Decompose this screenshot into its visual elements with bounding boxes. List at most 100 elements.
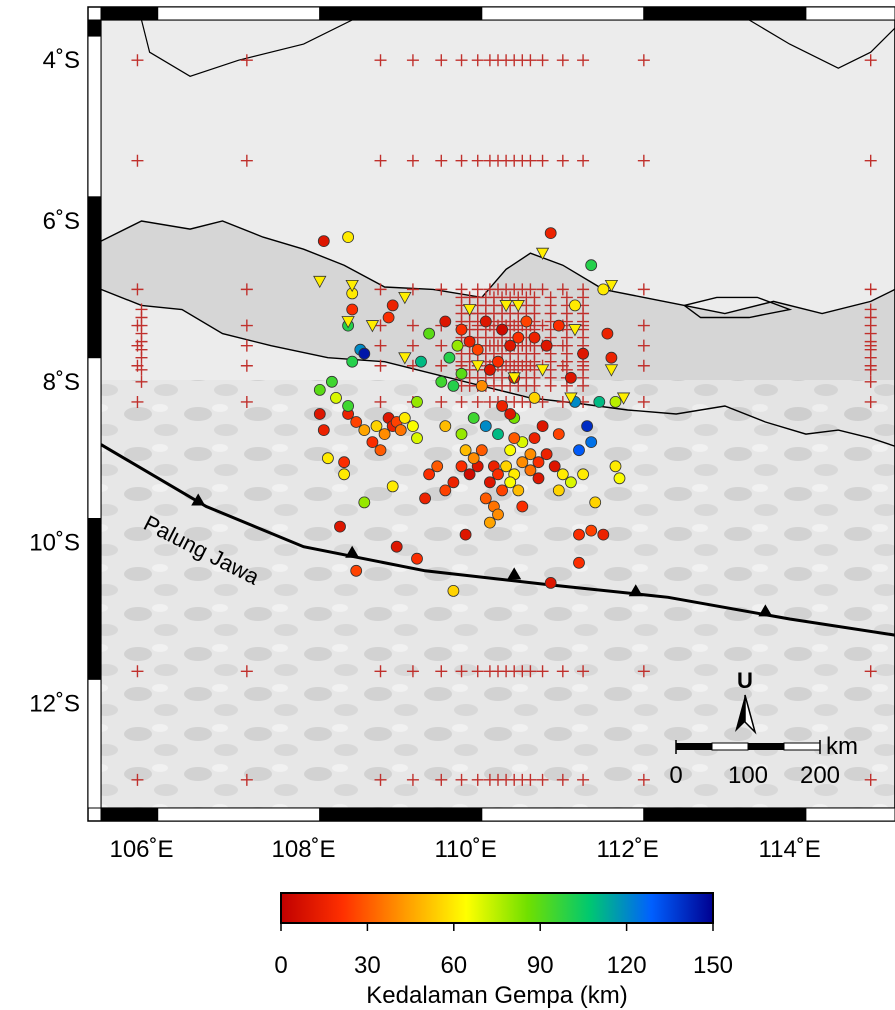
earthquake-point (585, 259, 598, 272)
colorbar-bar (280, 892, 714, 924)
station-marker (528, 379, 541, 392)
station-marker (637, 395, 650, 408)
earthquake-point (374, 444, 387, 457)
earthquake-point (492, 468, 504, 481)
earthquake-point (447, 585, 460, 597)
station-marker (864, 375, 877, 388)
earthquake-point (398, 412, 411, 424)
earthquake-point (548, 460, 561, 473)
colorbar-tick-label: 150 (693, 952, 733, 979)
earthquake-point (552, 319, 565, 332)
earthquake-point (338, 468, 351, 481)
earthquake-point (342, 400, 355, 412)
earthquake-point (330, 391, 342, 404)
frame-left-segment (87, 35, 102, 198)
station-marker (864, 283, 877, 296)
station-marker (864, 363, 877, 376)
earthquake-point (609, 395, 622, 408)
frame-bottom-segment (481, 807, 645, 822)
earthquake-point (455, 323, 468, 336)
earthquake-point (435, 375, 448, 388)
earthquake-point (342, 231, 355, 244)
earthquake-point (540, 448, 553, 461)
shallow-event-triangle (568, 324, 582, 337)
frame-top-segment (643, 6, 807, 21)
earthquake-point (492, 428, 504, 441)
earthquake-point (585, 436, 598, 449)
shallow-event-triangle (499, 300, 513, 313)
station-marker (637, 54, 650, 67)
station-marker (131, 54, 144, 67)
earthquake-point (504, 476, 517, 489)
station-marker (406, 319, 419, 332)
longitude-tick-label: 106˚E (109, 836, 173, 863)
station-marker (240, 283, 253, 296)
earthquake-point (504, 444, 517, 457)
station-marker (864, 311, 877, 324)
frame-top-segment (481, 6, 645, 21)
earthquake-point (325, 375, 338, 388)
earthquake-point (536, 420, 549, 433)
earthquake-point (479, 492, 492, 505)
station-marker (406, 283, 419, 296)
station-marker (131, 773, 144, 786)
earthquake-point (597, 283, 610, 296)
earthquake-point (443, 351, 456, 364)
north-arrow-right (744, 694, 757, 735)
station-marker (637, 665, 650, 678)
earthquake-point (585, 524, 598, 537)
earthquake-point (573, 556, 585, 569)
earthquake-point (358, 424, 371, 437)
earthquake-point (447, 476, 460, 489)
station-marker (131, 665, 144, 678)
frame-bottom-segment (157, 807, 321, 822)
station-marker (240, 359, 253, 372)
north-arrow: U (735, 668, 757, 735)
colorbar-tick-label: 30 (354, 952, 381, 979)
shallow-event-triangle (398, 352, 412, 365)
frame-top-segment (805, 6, 895, 21)
earthquake-point (500, 460, 513, 473)
scale-label-0: 0 (669, 762, 682, 789)
earthquake-point (540, 339, 553, 352)
earthquake-point (386, 299, 399, 312)
shallow-event-triangle (398, 292, 412, 305)
station-marker (455, 773, 468, 786)
latitude-tick-label: 6˚S (43, 208, 80, 235)
shallow-event-triangle (313, 275, 327, 289)
earthquake-point (605, 351, 618, 364)
longitude-tick-label: 110˚E (434, 836, 496, 863)
colorbar: 0 30 60 90 120 150 Kedalaman Gempa (km) (274, 892, 733, 1009)
station-marker (471, 395, 484, 408)
station-marker (637, 319, 650, 332)
earthquake-point (524, 448, 537, 461)
station-marker (536, 283, 549, 296)
ocean-relief (101, 380, 895, 808)
earthquake-point (492, 508, 504, 521)
frame-bottom-segment (319, 807, 483, 822)
station-marker (240, 54, 253, 67)
earthquake-point (415, 355, 427, 368)
station-marker (435, 339, 448, 352)
station-marker (524, 773, 537, 786)
colorbar-tick-label: 120 (607, 952, 647, 979)
earthquake-point (358, 496, 371, 509)
frame-left-segment (87, 19, 102, 37)
shallow-event-triangle (345, 279, 359, 293)
station-marker (536, 54, 549, 67)
station-marker (556, 773, 569, 786)
north-arrow-left (735, 695, 745, 732)
earthquake-point (496, 484, 509, 497)
frame-bottom-segment (805, 807, 895, 822)
station-marker (240, 773, 253, 786)
station-marker (435, 54, 448, 67)
earthquake-point (544, 227, 557, 240)
station-marker (556, 54, 569, 67)
earthquake-point (455, 367, 468, 380)
earthquake-point (423, 327, 436, 340)
station-marker (524, 665, 537, 678)
scale-label-200: 200 (800, 762, 840, 789)
earthquake-point (390, 540, 403, 553)
shallow-event-triangle (616, 392, 631, 405)
shallow-event-triangle (341, 316, 355, 329)
